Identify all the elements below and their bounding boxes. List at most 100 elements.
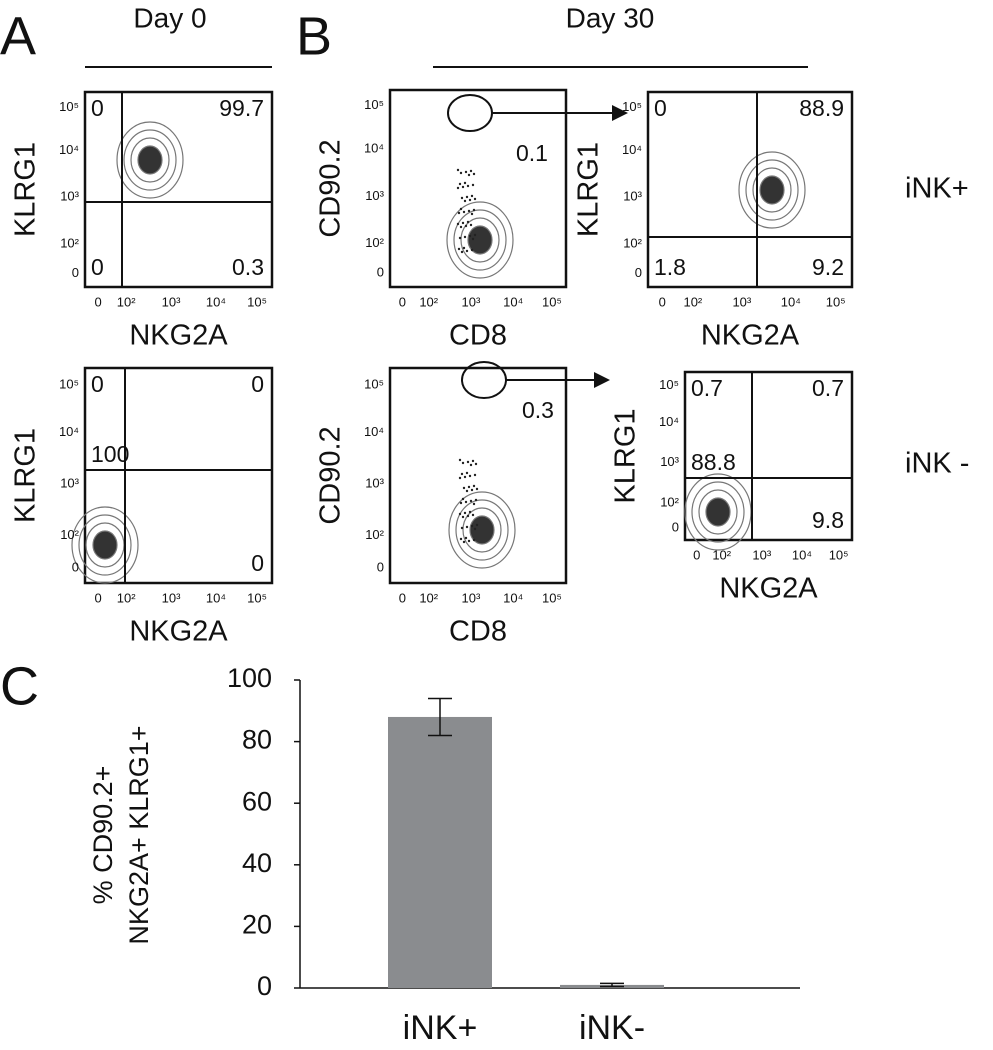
x-tick-label: 10²: [117, 590, 136, 605]
quadrant-value: 0: [91, 254, 104, 280]
contour: [738, 151, 806, 229]
x-tick-label: 10³: [462, 590, 481, 605]
y-tick-label: 60: [242, 786, 272, 816]
event: [467, 173, 471, 177]
gate-value: 0.3: [522, 397, 554, 423]
bar: [388, 716, 492, 988]
header: Day 30: [566, 2, 655, 33]
x-tick-label: 10³: [732, 294, 751, 309]
y-tick-label: 10⁵: [364, 97, 384, 112]
contour: [448, 491, 516, 569]
x-tick-label: 10⁵: [247, 294, 267, 309]
event: [470, 524, 474, 528]
event: [471, 237, 475, 241]
contour: [460, 217, 500, 263]
y-axis-label: KLRG1: [573, 142, 605, 237]
quadrant-value: 88.8: [691, 449, 736, 475]
event: [459, 537, 463, 541]
event: [463, 199, 467, 203]
event: [467, 485, 471, 489]
event: [458, 182, 462, 186]
event: [468, 198, 472, 202]
y-tick-label: 10²: [660, 494, 679, 509]
event: [458, 236, 462, 240]
event: [470, 212, 474, 216]
contour: [745, 159, 799, 221]
contour: [698, 489, 738, 535]
event: [462, 486, 466, 490]
x-axis-label: CD8: [449, 320, 507, 352]
event: [472, 208, 476, 212]
event: [457, 211, 461, 215]
panel-letter: A: [0, 6, 36, 66]
y-tick-label: 10³: [60, 189, 79, 204]
x-tick-label: 0: [94, 590, 101, 605]
y-tick-label: 10⁴: [59, 424, 79, 439]
event: [456, 222, 460, 226]
arrow-head: [594, 372, 610, 388]
quadrant-value: 0: [251, 550, 264, 576]
quadrant-value: 9.2: [812, 254, 844, 280]
event: [475, 523, 479, 527]
y-axis-label: NKG2A+ KLRG1+: [124, 725, 154, 944]
y-tick-label: 10⁴: [364, 424, 384, 439]
contour: [446, 201, 514, 279]
event: [458, 458, 462, 462]
event: [469, 499, 473, 503]
y-tick-label: 10⁴: [59, 142, 79, 157]
x-axis-label: CD8: [449, 616, 507, 648]
event: [469, 223, 473, 227]
x-tick-label: 10⁵: [829, 547, 849, 562]
x-tick-label: 10⁴: [503, 294, 523, 309]
y-tick-label: 0: [72, 559, 79, 574]
event: [468, 510, 472, 514]
arrow-head: [612, 105, 628, 121]
y-axis-label: % CD90.2+: [88, 766, 118, 905]
contour: [467, 225, 493, 255]
event: [457, 247, 461, 251]
y-axis-label: KLRG1: [10, 142, 42, 237]
error-bar: [428, 697, 452, 737]
error-bar: [600, 982, 624, 988]
y-axis-label: KLRG1: [10, 428, 42, 523]
event: [475, 487, 479, 491]
contour: [116, 121, 184, 199]
plot-frame: [683, 370, 854, 542]
y-tick-label: 10²: [365, 235, 384, 250]
row-label: iNK+: [905, 173, 969, 205]
x-tick-label: 0: [693, 547, 700, 562]
row-label: iNK -: [905, 448, 969, 480]
event: [465, 471, 469, 475]
x-tick-label: 10⁵: [247, 590, 267, 605]
event: [471, 513, 475, 517]
x-tick-label: 10³: [162, 590, 181, 605]
event: [467, 539, 471, 543]
event: [469, 463, 473, 467]
y-tick-label: 10²: [60, 236, 79, 251]
event: [461, 497, 465, 501]
event: [458, 476, 462, 480]
y-tick-label: 0: [377, 265, 384, 280]
quadrant-value: 1.8: [654, 254, 686, 280]
event: [463, 181, 467, 185]
y-tick-label: 10⁴: [364, 141, 384, 156]
contour: [137, 145, 163, 175]
event: [474, 462, 478, 466]
plot-frame: [388, 88, 568, 289]
event: [459, 501, 463, 505]
y-tick-label: 100: [227, 663, 272, 693]
event: [460, 250, 464, 254]
x-tick-label: 10⁴: [781, 294, 801, 309]
contour: [92, 530, 118, 560]
quadrant-value: 99.7: [219, 95, 264, 121]
event: [470, 194, 474, 198]
contour: [453, 209, 507, 271]
plot-frame: [83, 366, 274, 585]
contour: [691, 481, 745, 543]
x-tick-label: 10²: [712, 547, 731, 562]
event: [466, 220, 470, 224]
y-tick-label: 10⁵: [59, 99, 79, 114]
event: [458, 512, 462, 516]
x-axis-label: NKG2A: [701, 320, 800, 352]
event: [465, 525, 469, 529]
